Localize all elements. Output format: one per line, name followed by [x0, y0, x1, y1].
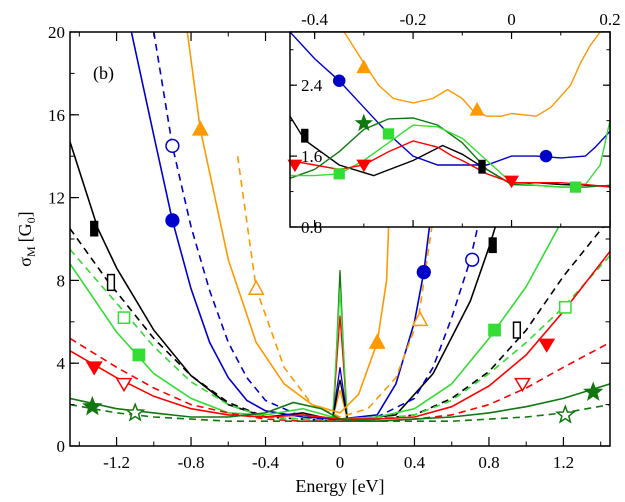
- y-axis-label-symbol: σ: [15, 257, 35, 267]
- inset-plot-frame: [289, 31, 611, 228]
- inset-ytick-label-1: 1.6: [301, 147, 322, 166]
- y-axis-label-unit-close: ]: [15, 211, 35, 217]
- main-ytick-label-1: 4: [57, 354, 66, 373]
- main-xtick-label-5: 0.8: [478, 453, 499, 472]
- inset-xtick-label-0: -0.4: [301, 10, 328, 29]
- main-series-5-marker-1: [411, 310, 429, 327]
- main-series-line-4: [186, 32, 397, 414]
- main-ytick-label-3: 12: [48, 189, 65, 208]
- inset-series-2-marker-1: [469, 101, 485, 116]
- main-series-6-marker-1: [488, 323, 501, 337]
- inset-series-4-marker-1: [382, 128, 395, 140]
- main-series-line-3: [153, 32, 490, 423]
- main-markers-group: [82, 120, 604, 424]
- inset-series-4-marker-0: [333, 168, 345, 180]
- main-series-7-marker-1: [558, 300, 572, 314]
- main-series-2-marker-0: [165, 213, 180, 228]
- main-ytick-label-4: 16: [48, 106, 65, 125]
- inset-series-1-marker-1: [539, 149, 553, 163]
- inset-ticks-group: -0.4 -0.2 0 0.2 0.8 1.6 2.4: [290, 10, 621, 237]
- inset-series-2-marker-0: [356, 59, 372, 74]
- main-series-4-marker-1: [368, 333, 386, 349]
- inset-series-0-marker-0: [301, 128, 309, 143]
- inset-background: [290, 32, 610, 227]
- main-series-2-marker-1: [416, 264, 431, 280]
- inset-series-3-marker-0: [354, 113, 374, 132]
- main-series-11-marker-1: [555, 404, 576, 424]
- main-xtick-label-0: -1.2: [103, 453, 130, 472]
- main-peak-5: [331, 379, 349, 420]
- main-series-0-marker-1: [488, 237, 497, 254]
- main-series-11-marker-0: [125, 402, 146, 422]
- main-plot: -1.2 -0.8 -0.4 0 0.4 0.8 1.2 0 4 8 12 16 20 (b) Ener…: [15, 23, 611, 496]
- inset-series-0-marker-1: [478, 159, 486, 174]
- main-series-group: [70, 32, 610, 423]
- inset-series-line-0: [290, 115, 610, 187]
- inset-xtick-label-2: 0: [507, 10, 516, 29]
- main-xtick-label-2: -0.4: [252, 453, 279, 472]
- main-series-6-marker-0: [132, 348, 146, 362]
- main-series-10-marker-0: [82, 395, 103, 416]
- main-series-1-marker-1: [512, 321, 522, 339]
- inset-ytick-label-0: 0.8: [301, 218, 322, 237]
- main-series-line-11: [70, 403, 610, 422]
- main-ytick-label-2: 8: [57, 271, 66, 290]
- inset-series-5-marker-2: [504, 175, 520, 189]
- main-xtick-label-3: 0: [336, 453, 345, 472]
- inset-series-4-marker-2: [569, 181, 582, 193]
- main-xtick-label-6: 1.2: [553, 453, 574, 472]
- main-series-3-marker-0: [165, 138, 180, 153]
- main-series-9-marker-0: [115, 377, 133, 393]
- inset-xtick-label-3: 0.2: [599, 10, 620, 29]
- main-series-3-marker-1: [465, 252, 480, 267]
- main-series-10-marker-1: [582, 381, 604, 401]
- main-xtick-label-4: 0.4: [404, 453, 426, 472]
- y-axis-label-sub: M: [24, 246, 38, 257]
- main-series-line-2: [130, 32, 444, 420]
- main-series-7-marker-0: [117, 311, 131, 325]
- main-ytick-label-0: 0: [57, 437, 66, 456]
- main-series-line-10: [70, 383, 610, 423]
- y-axis-label-unit: [G: [15, 223, 35, 242]
- main-series-5-marker-0: [247, 279, 265, 296]
- inset-ytick-label-2: 2.4: [301, 76, 323, 95]
- inset-series-line-5: [290, 140, 610, 188]
- y-axis-label-unit-sub: 0: [24, 217, 38, 223]
- main-series-1-marker-0: [106, 273, 116, 292]
- main-series-0-marker-0: [90, 220, 99, 237]
- inset-series-line-1: [290, 32, 610, 166]
- y-axis-label: σM [G0]: [15, 211, 38, 266]
- main-ytick-label-5: 20: [48, 23, 65, 42]
- main-series-4-marker-0: [191, 120, 209, 136]
- main-peak-2: [331, 288, 349, 420]
- main-peak-3: [331, 367, 349, 420]
- main-series-8-marker-1: [538, 338, 556, 353]
- main-series-8-marker-0: [85, 361, 103, 376]
- inset-markers-group: [287, 59, 582, 193]
- inset-xtick-label-1: -0.2: [400, 10, 427, 29]
- main-series-line-9: [70, 337, 610, 422]
- main-xtick-label-1: -0.8: [178, 453, 205, 472]
- panel-label: (b): [93, 63, 114, 84]
- inset-plot: -0.4 -0.2 0 0.2 0.8 1.6 2.4: [287, 10, 621, 237]
- inset-series-1-marker-0: [332, 74, 346, 88]
- inset-series-5-marker-1: [356, 159, 372, 173]
- inset-series-5-marker-0: [287, 159, 303, 173]
- main-ticks-group: -1.2 -0.8 -0.4 0 0.4 0.8 1.2 0 4 8 12 16 20: [48, 23, 610, 472]
- main-series-9-marker-1: [514, 377, 531, 393]
- x-axis-label: Energy [eV]: [295, 476, 384, 496]
